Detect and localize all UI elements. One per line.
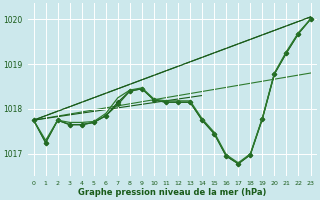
X-axis label: Graphe pression niveau de la mer (hPa): Graphe pression niveau de la mer (hPa) <box>78 188 266 197</box>
